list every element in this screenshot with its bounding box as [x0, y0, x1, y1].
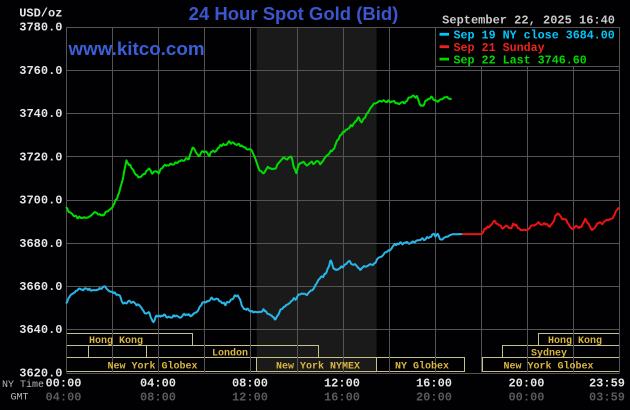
svg-text:12:00: 12:00 — [232, 391, 268, 405]
svg-text:08:00: 08:00 — [232, 377, 268, 391]
svg-text:03:59: 03:59 — [589, 391, 625, 405]
svg-text:20:00: 20:00 — [416, 391, 452, 405]
svg-text:08:00: 08:00 — [140, 391, 176, 405]
svg-text:3720.0: 3720.0 — [19, 150, 62, 164]
svg-text:Sep 21 Sunday: Sep 21 Sunday — [454, 41, 545, 55]
svg-text:3760.0: 3760.0 — [19, 64, 62, 78]
svg-text:USD/oz: USD/oz — [19, 6, 62, 20]
svg-text:3660.0: 3660.0 — [19, 280, 62, 294]
svg-text:3640.0: 3640.0 — [19, 323, 62, 337]
svg-text:04:00: 04:00 — [45, 391, 81, 405]
svg-text:Sep 22 Last 3746.60: Sep 22 Last 3746.60 — [454, 53, 587, 67]
svg-text:NY Globex: NY Globex — [395, 361, 449, 373]
svg-text:04:00: 04:00 — [140, 377, 176, 391]
svg-text:www.kitco.com: www.kitco.com — [68, 38, 205, 59]
svg-text:London: London — [212, 347, 248, 359]
svg-text:3700.0: 3700.0 — [19, 194, 62, 208]
svg-text:3620.0: 3620.0 — [19, 366, 62, 380]
svg-text:16:00: 16:00 — [324, 391, 360, 405]
svg-text:Hong Kong: Hong Kong — [548, 336, 602, 347]
svg-text:24 Hour Spot Gold (Bid): 24 Hour Spot Gold (Bid) — [189, 3, 399, 24]
svg-text:NY Time: NY Time — [2, 379, 44, 391]
svg-text:23:59: 23:59 — [589, 377, 625, 391]
svg-text:Hong Kong: Hong Kong — [89, 336, 143, 347]
svg-text:September 22, 2025 16:40: September 22, 2025 16:40 — [442, 14, 615, 28]
svg-text:12:00: 12:00 — [324, 377, 360, 391]
svg-text:Sep 19 NY close 3684.00: Sep 19 NY close 3684.00 — [454, 29, 615, 43]
svg-text:GMT: GMT — [11, 393, 29, 404]
svg-text:20:00: 20:00 — [508, 377, 544, 391]
svg-text:00:00: 00:00 — [45, 377, 81, 391]
svg-text:New York Globex: New York Globex — [503, 361, 593, 373]
svg-text:New York NYMEX: New York NYMEX — [276, 361, 360, 373]
svg-text:3740.0: 3740.0 — [19, 107, 62, 121]
svg-text:16:00: 16:00 — [416, 377, 452, 391]
svg-text:3680.0: 3680.0 — [19, 237, 62, 251]
svg-text:3780.0: 3780.0 — [19, 21, 62, 35]
svg-text:00:00: 00:00 — [508, 391, 544, 405]
svg-text:New York Globex: New York Globex — [107, 361, 197, 373]
svg-text:Sydney: Sydney — [531, 347, 567, 359]
